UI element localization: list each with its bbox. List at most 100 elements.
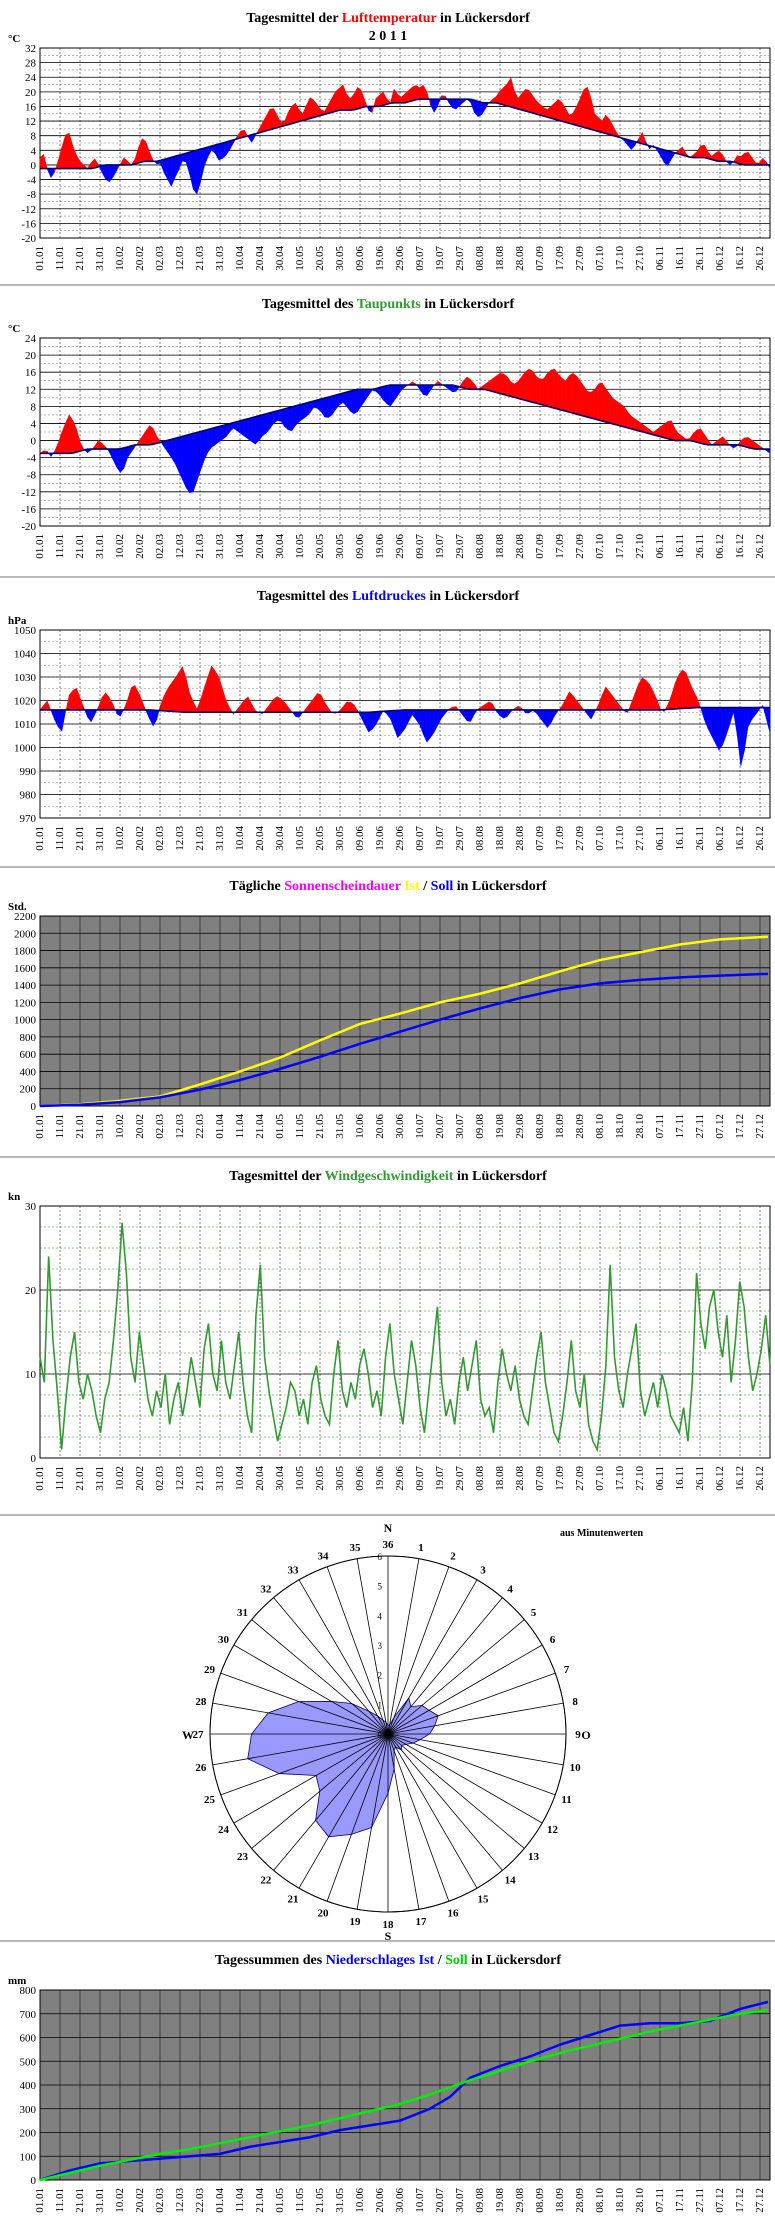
y-tick-label: 1800 xyxy=(14,946,37,958)
above-mean-area xyxy=(558,373,563,411)
y-tick-label: 1600 xyxy=(14,963,37,975)
chart-title-part: / xyxy=(420,879,431,894)
x-tick-label: 06.11 xyxy=(654,534,666,558)
x-tick-label: 21.03 xyxy=(194,534,206,559)
below-mean-area xyxy=(324,396,329,418)
x-tick-label: 08.08 xyxy=(474,246,486,271)
x-tick-label: 01.01 xyxy=(34,2188,46,2213)
x-tick-label: 12.03 xyxy=(174,1114,186,1139)
above-mean-area xyxy=(273,696,278,713)
x-tick-label: 27.12 xyxy=(754,1114,766,1139)
x-tick-label: 30.06 xyxy=(394,1114,406,1139)
x-tick-label: 21.01 xyxy=(74,534,86,559)
x-tick-label: 18.09 xyxy=(554,1114,566,1139)
mean-line xyxy=(40,384,770,455)
direction-label: 2 xyxy=(450,1550,456,1562)
x-tick-label: 08.08 xyxy=(474,534,486,559)
direction-label: 23 xyxy=(237,1851,249,1863)
below-mean-area xyxy=(251,416,256,445)
above-mean-area xyxy=(638,676,643,711)
above-mean-area xyxy=(569,372,574,414)
above-mean-area xyxy=(715,150,720,162)
direction-spoke xyxy=(387,1733,564,1766)
above-mean-area xyxy=(339,84,344,111)
x-tick-label: 10.07 xyxy=(414,2188,426,2213)
x-tick-label: 18.08 xyxy=(494,534,506,559)
above-mean-area xyxy=(178,665,183,713)
x-tick-label: 06.12 xyxy=(714,534,726,559)
x-tick-label: 08.08 xyxy=(474,826,486,851)
x-tick-label: 20.04 xyxy=(254,1466,266,1491)
below-mean-area xyxy=(185,434,190,494)
direction-label: 26 xyxy=(195,1762,207,1774)
x-tick-label: 29.07 xyxy=(454,1466,466,1491)
direction-label: 14 xyxy=(505,1875,517,1887)
x-tick-label: 08.09 xyxy=(534,1114,546,1139)
x-tick-label: 06.12 xyxy=(714,246,726,271)
x-tick-label: 28.08 xyxy=(514,534,526,559)
x-tick-label: 27.09 xyxy=(574,246,586,271)
below-mean-area xyxy=(193,432,198,492)
chart-title-part: Niederschlages Ist xyxy=(326,1953,435,1968)
direction-label: 34 xyxy=(318,1550,330,1562)
above-mean-area xyxy=(269,108,274,130)
x-tick-label: 16.12 xyxy=(734,534,746,559)
x-tick-label: 31.01 xyxy=(94,2188,106,2213)
y-tick-label: 200 xyxy=(20,2128,37,2140)
above-mean-area xyxy=(667,420,672,440)
below-mean-area xyxy=(284,407,289,431)
x-tick-label: 21.04 xyxy=(254,1114,266,1139)
x-tick-label: 10.05 xyxy=(294,534,306,559)
x-tick-label: 30.04 xyxy=(274,246,286,271)
below-mean-area xyxy=(214,426,220,446)
x-tick-label: 29.06 xyxy=(394,1466,406,1491)
x-tick-label: 17.09 xyxy=(554,246,566,271)
above-mean-area xyxy=(412,85,417,102)
x-tick-label: 21.04 xyxy=(254,2188,266,2213)
x-tick-label: 19.07 xyxy=(434,246,446,271)
x-tick-label: 16.11 xyxy=(674,246,686,270)
x-tick-label: 20.05 xyxy=(314,534,326,559)
y-tick-label: 800 xyxy=(20,1032,37,1044)
radial-tick-label: 6 xyxy=(378,1552,383,1562)
chart-title-part: in Lückersdorf xyxy=(453,1169,547,1184)
direction-spoke xyxy=(298,1733,389,1889)
direction-spoke xyxy=(220,1733,389,1796)
x-tick-label: 09.08 xyxy=(474,1114,486,1139)
above-mean-area xyxy=(744,151,749,166)
x-tick-label: 11.01 xyxy=(54,246,66,270)
x-tick-label: 01.01 xyxy=(34,1466,46,1491)
below-mean-area xyxy=(218,142,223,161)
x-tick-label: 26.11 xyxy=(694,1466,706,1490)
radial-tick-label: 1 xyxy=(378,1700,383,1710)
y-tick-label: 1400 xyxy=(14,980,37,992)
above-mean-area xyxy=(660,423,665,438)
direction-label: 32 xyxy=(260,1583,272,1595)
above-mean-area xyxy=(700,144,705,158)
y-tick-label: -8 xyxy=(27,189,37,201)
x-tick-label: 18.08 xyxy=(494,826,506,851)
x-tick-label: 17.12 xyxy=(734,2188,746,2213)
y-tick-label: 20 xyxy=(25,1285,37,1297)
x-tick-label: 12.03 xyxy=(174,826,186,851)
above-mean-area xyxy=(211,665,216,713)
x-tick-label: 20.02 xyxy=(134,826,146,851)
x-tick-label: 11.01 xyxy=(54,2188,66,2212)
year-label: 2 0 1 1 xyxy=(369,29,408,44)
y-tick-label: 16 xyxy=(25,367,37,379)
x-tick-label: 21.03 xyxy=(194,246,206,271)
chart-title-part: / xyxy=(434,1953,445,1968)
above-mean-area xyxy=(536,376,541,405)
x-tick-label: 20.05 xyxy=(314,246,326,271)
x-tick-label: 21.03 xyxy=(194,1466,206,1491)
x-tick-label: 31.05 xyxy=(334,1114,346,1139)
below-mean-area xyxy=(663,149,668,167)
x-tick-label: 01.01 xyxy=(34,534,46,559)
x-tick-label: 27.09 xyxy=(574,826,586,851)
below-mean-area xyxy=(368,711,373,733)
x-tick-label: 26.11 xyxy=(694,246,706,270)
x-tick-label: 17.10 xyxy=(614,534,626,559)
x-tick-label: 07.09 xyxy=(534,826,546,851)
x-tick-label: 27.12 xyxy=(754,2188,766,2213)
x-tick-label: 30.05 xyxy=(334,534,346,559)
